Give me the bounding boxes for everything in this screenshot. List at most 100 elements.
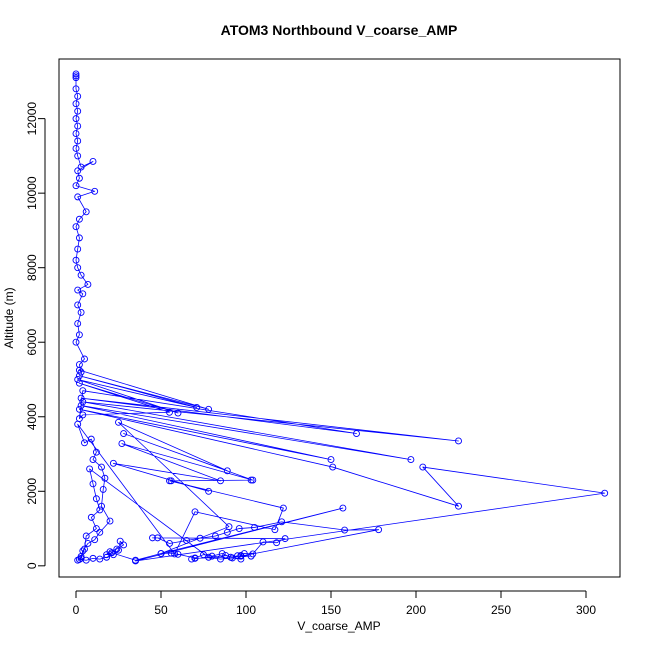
data-point (72, 223, 80, 231)
data-point (191, 554, 199, 562)
data-point (223, 528, 231, 536)
data-point (327, 456, 335, 464)
x-tick-label: 50 (154, 603, 168, 617)
data-point (99, 485, 107, 493)
data-point (455, 437, 462, 445)
data-point (247, 476, 255, 484)
data-point (75, 379, 83, 387)
data-point (74, 301, 82, 309)
data-point (120, 541, 128, 549)
data-point (205, 405, 213, 413)
data-point (75, 405, 83, 413)
data-point (74, 556, 82, 564)
y-axis: 0 2000 4000 6000 8000 10000 12000 (25, 102, 46, 569)
data-point (132, 556, 139, 564)
data-point (72, 100, 80, 108)
data-point (96, 528, 104, 536)
data-point (118, 440, 126, 448)
data-point (196, 534, 204, 542)
y-tick-label: 4000 (25, 403, 39, 430)
data-point (92, 495, 100, 503)
data-point (223, 467, 231, 475)
data-point (74, 92, 82, 100)
data-point (601, 489, 609, 497)
data-point (81, 355, 88, 363)
x-tick-label: 0 (73, 603, 80, 617)
x-tick-label: 250 (491, 603, 511, 617)
y-axis-label: Altitude (m) (2, 287, 16, 348)
y-tick-label: 0 (25, 562, 39, 569)
data-point (91, 536, 99, 544)
data-point (74, 245, 82, 253)
data-point (217, 477, 224, 485)
data-point (205, 553, 213, 561)
data-point (116, 537, 124, 545)
data-point (72, 72, 80, 80)
data-point (188, 555, 196, 563)
data-point (75, 174, 83, 182)
data-point (72, 74, 80, 82)
x-axis-label: V_coarse_AMP (297, 619, 380, 633)
data-point (174, 550, 182, 558)
data-point (77, 163, 85, 171)
x-tick-label: 100 (236, 603, 256, 617)
data-point (211, 532, 219, 540)
data-point (89, 456, 97, 464)
data-point (120, 430, 128, 437)
data-point (77, 394, 85, 402)
data-point (82, 208, 90, 216)
data-point (87, 513, 95, 521)
y-tick-label: 6000 (25, 329, 39, 356)
data-point (166, 540, 173, 547)
data-point (115, 418, 122, 426)
data-point (72, 182, 80, 190)
data-point (77, 368, 85, 376)
data-point (109, 459, 117, 467)
data-point (79, 290, 87, 298)
x-axis: 0 50 100 150 200 250 300 (73, 590, 596, 617)
y-tick-label: 10000 (25, 176, 39, 210)
data-point (81, 545, 88, 553)
data-point (106, 517, 114, 525)
data-point (72, 115, 80, 123)
data-point (74, 167, 82, 175)
y-tick-label: 2000 (25, 478, 39, 505)
data-point (91, 187, 99, 195)
data-point (89, 480, 97, 488)
data-point (92, 448, 100, 456)
data-point (77, 271, 85, 279)
data-point (74, 286, 82, 294)
data-point (407, 456, 415, 464)
data-point (108, 549, 116, 557)
data-point (86, 465, 94, 473)
x-tick-label: 300 (576, 603, 596, 617)
data-point (167, 549, 175, 557)
data-point (89, 554, 97, 562)
data-point (228, 554, 236, 562)
data-point (74, 152, 82, 160)
data-point (353, 430, 360, 437)
data-point (217, 555, 224, 563)
data-point (74, 122, 82, 130)
plot-frame (58, 58, 621, 578)
data-point (92, 525, 100, 532)
data-point (208, 552, 216, 560)
data-point (341, 526, 349, 534)
data-point (273, 539, 281, 547)
data-point (166, 477, 173, 485)
data-point (72, 70, 80, 78)
data-point (419, 463, 427, 471)
data-point (79, 411, 87, 419)
data-point (174, 409, 182, 417)
data-point (205, 487, 213, 495)
data-point (87, 435, 95, 443)
data-point (72, 256, 80, 264)
series-line (75, 73, 606, 562)
data-point (72, 85, 80, 93)
x-tick-label: 150 (321, 603, 341, 617)
data-point (222, 551, 230, 559)
data-point (98, 463, 105, 471)
data-point (149, 534, 156, 542)
data-point (101, 474, 109, 482)
data-point (98, 502, 105, 510)
